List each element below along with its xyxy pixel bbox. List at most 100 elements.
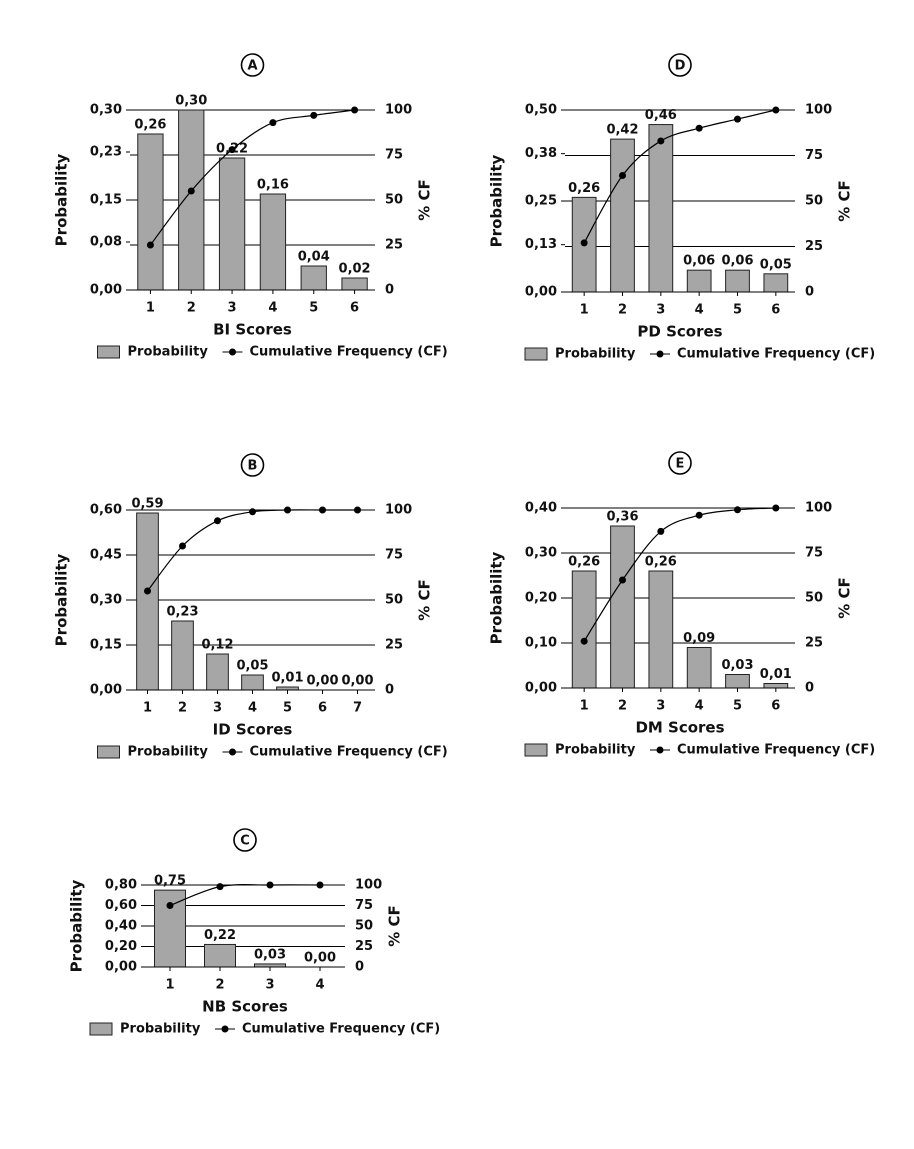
x-axis-label: PD Scores [637,323,722,341]
data-label: 0,26 [568,555,600,570]
y2-tick-label: 50 [385,593,403,608]
bar [241,674,264,691]
chart-panel: C 0 25 50 75 100 0,00 0,20 0,40 0,60 0,80 Probabili… [68,828,440,1037]
y2-axis-label: % CF [836,180,854,222]
y2-tick-label: 50 [385,193,403,208]
legend-swatch [97,745,120,759]
data-label: 0,06 [721,254,753,269]
y-tick-label: 0,00 [525,681,557,696]
y2-axis-label: % CF [416,179,434,221]
bar [763,273,789,293]
bar [763,683,789,689]
panel-label: B [248,459,258,474]
panel-label-circle [668,451,692,475]
cf-point [249,508,256,516]
bar [648,124,674,293]
x-tick-label: 2 [187,301,196,316]
cf-point [619,576,626,584]
y-tick-label: 0,60 [90,503,122,518]
y-tick-label: 0,25 [525,194,557,209]
x-tick-label: 1 [143,701,152,716]
y2-tick-label: 100 [355,878,382,893]
y2-tick-label: 100 [385,503,412,518]
panel-label: E [676,457,685,472]
data-label: 0,26 [568,181,600,196]
data-label: 0,04 [298,250,330,265]
y2-tick-label: 25 [805,636,823,651]
x-tick-label: 6 [771,303,780,318]
bar [218,157,246,291]
data-label: 0,46 [645,108,677,123]
cf-point [187,187,195,195]
data-label: 0,16 [257,178,289,193]
data-label: 0,42 [606,123,638,138]
y-tick-label: 0,20 [525,591,557,606]
data-label: 0,05 [236,659,268,674]
legend-dot [656,350,664,358]
y-tick-label: 0,00 [90,683,122,698]
legend-dot [221,1025,229,1033]
y-tick-label: 0,08 [90,235,122,250]
y2-tick-label: 25 [355,939,373,954]
bar [259,193,287,291]
y-tick-label: 0,30 [90,593,122,608]
cf-point [580,637,588,645]
cf-point [284,506,291,514]
data-label: 0,12 [201,638,233,653]
bar [206,653,229,691]
legend-label: Probability [128,345,209,360]
cf-point [734,115,741,123]
x-tick-label: 6 [771,699,780,714]
chart-panel: D02550751000,000,130,250,380,50Probabili… [488,53,875,362]
chart-panel: E02550751000,000,100,200,300,40Probabili… [488,451,875,758]
panel-label-circle [240,453,265,477]
y2-tick-label: 0 [385,683,394,698]
legend-label: Cumulative Frequency (CF) [242,1022,440,1037]
y-tick-label: 0,15 [90,638,122,653]
cf-point [179,542,186,550]
cf-point [580,239,588,247]
data-label: 0,03 [721,658,753,673]
y2-tick-label: 25 [385,638,403,653]
bar [341,277,368,291]
y-tick-label: 0,13 [525,237,557,252]
panel-label-circle [240,53,265,77]
x-tick-label: 1 [580,699,589,714]
cf-point [354,506,361,514]
x-axis-label: BI Scores [213,321,292,339]
cf-point [351,106,359,114]
data-label: 0,36 [606,510,638,525]
x-tick-label: 7 [353,701,362,716]
y-axis-label: Probability [53,553,71,646]
x-tick-label: 3 [656,699,665,714]
cf-point [657,137,665,145]
bar [610,138,635,293]
legend-label: Cumulative Frequency (CF) [250,345,448,360]
x-tick-label: 4 [315,978,324,993]
y-tick-label: 0,50 [525,103,557,118]
y-tick-label: 0,00 [525,285,557,300]
y2-tick-label: 75 [805,148,823,163]
x-tick-label: 5 [733,303,742,318]
panel-label: C [240,834,250,849]
y2-tick-label: 75 [805,546,823,561]
x-axis-label: ID Scores [213,721,293,739]
legend-label: Cumulative Frequency (CF) [677,347,875,362]
cf-point [619,172,626,180]
cf-point [772,106,780,114]
y-axis-label: Probability [488,154,506,247]
y2-tick-label: 25 [385,238,403,253]
legend-dot [229,348,236,356]
bar [300,265,327,291]
cf-point [657,527,665,535]
x-tick-label: 1 [580,303,589,318]
bar [571,570,597,689]
data-label: 0,00 [304,951,336,966]
legend-label: Probability [555,347,636,362]
x-tick-label: 2 [618,699,627,714]
cf-point [734,506,741,514]
y-tick-label: 0,00 [105,960,137,975]
x-tick-label: 3 [213,701,222,716]
y2-tick-label: 0 [385,283,394,298]
y2-tick-label: 50 [805,591,823,606]
